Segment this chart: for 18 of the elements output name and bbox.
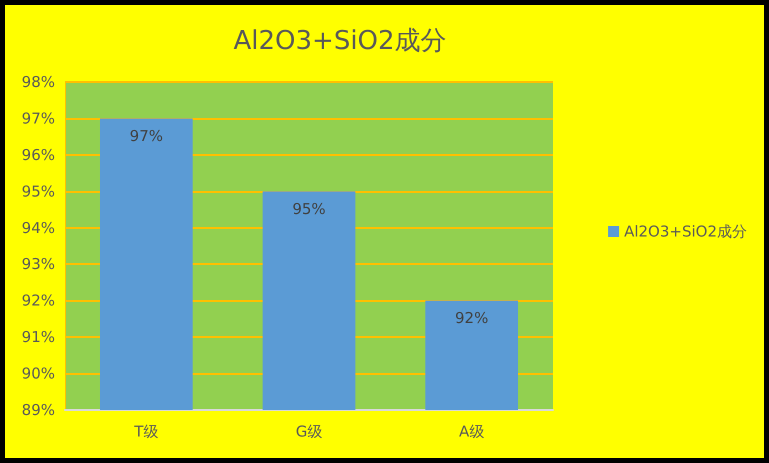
y-tick-label: 89% bbox=[22, 401, 55, 419]
x-tick-label: A级 bbox=[459, 422, 484, 440]
y-tick-label: 97% bbox=[22, 109, 55, 128]
x-tick-label: G级 bbox=[296, 422, 322, 440]
y-tick-label: 92% bbox=[22, 292, 55, 310]
data-label: 97% bbox=[130, 126, 164, 145]
y-tick-label: 91% bbox=[22, 328, 55, 346]
y-tick-label: 93% bbox=[22, 255, 55, 274]
x-tick-label: T级 bbox=[133, 422, 158, 440]
chart-title: Al2O3+SiO2成分 bbox=[233, 26, 447, 56]
y-tick-label: 94% bbox=[22, 218, 55, 237]
data-label: 95% bbox=[292, 200, 326, 218]
y-tick-label: 98% bbox=[22, 73, 55, 91]
y-tick-label: 96% bbox=[22, 146, 55, 164]
y-tick-label: 90% bbox=[22, 364, 55, 383]
legend-label: Al2O3+SiO2成分 bbox=[624, 222, 748, 240]
data-label: 92% bbox=[454, 309, 488, 328]
y-tick-label: 95% bbox=[22, 182, 55, 200]
